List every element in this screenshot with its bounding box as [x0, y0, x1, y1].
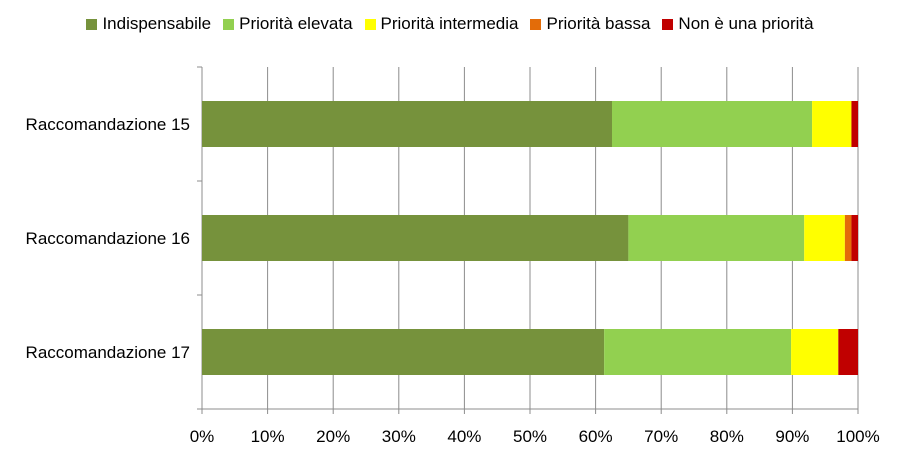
legend-swatch — [364, 18, 376, 30]
category-label: Raccomandazione 15 — [26, 115, 190, 134]
legend-label: Indispensabile — [102, 14, 212, 33]
bar-segment — [851, 215, 858, 261]
legend-item: Indispensabile — [86, 14, 211, 34]
legend-swatch — [86, 18, 98, 30]
legend-label: Priorità elevata — [239, 14, 353, 33]
bar-segment — [804, 215, 845, 261]
x-tick-label: 80% — [710, 427, 744, 446]
x-tick-label: 40% — [447, 427, 481, 446]
bar-segment — [612, 101, 813, 147]
x-tick-label: 100% — [836, 427, 879, 446]
chart-legend: Indispensabile Priorità elevata Priorità i… — [0, 14, 900, 34]
legend-swatch — [662, 18, 674, 30]
legend-swatch — [530, 18, 542, 30]
x-tick-label: 90% — [775, 427, 809, 446]
legend-item: Non è una priorità — [662, 14, 814, 34]
legend-item: Priorità bassa — [530, 14, 650, 34]
legend-label: Priorità intermedia — [380, 14, 519, 33]
x-tick-label: 20% — [316, 427, 350, 446]
x-tick-label: 30% — [382, 427, 416, 446]
bar-segment — [812, 101, 852, 147]
x-tick-label: 50% — [513, 427, 547, 446]
bar-segment — [844, 215, 852, 261]
category-label: Raccomandazione 16 — [26, 229, 190, 248]
legend-label: Priorità bassa — [546, 14, 651, 33]
category-label: Raccomandazione 17 — [26, 343, 190, 362]
bar-segment — [604, 329, 792, 375]
x-tick-label: 0% — [190, 427, 215, 446]
legend-swatch — [223, 18, 235, 30]
bar-segment — [851, 101, 858, 147]
bar-segment — [202, 101, 612, 147]
bar-segment — [838, 329, 858, 375]
legend-item: Priorità elevata — [223, 14, 353, 34]
x-tick-label: 10% — [251, 427, 285, 446]
legend-label: Non è una priorità — [678, 14, 814, 33]
bar-segment — [202, 215, 629, 261]
bar-segment — [202, 329, 605, 375]
bar-segment — [791, 329, 839, 375]
legend-item: Priorità intermedia — [364, 14, 519, 34]
x-tick-label: 60% — [579, 427, 613, 446]
x-tick-label: 70% — [644, 427, 678, 446]
bar-segment — [628, 215, 805, 261]
